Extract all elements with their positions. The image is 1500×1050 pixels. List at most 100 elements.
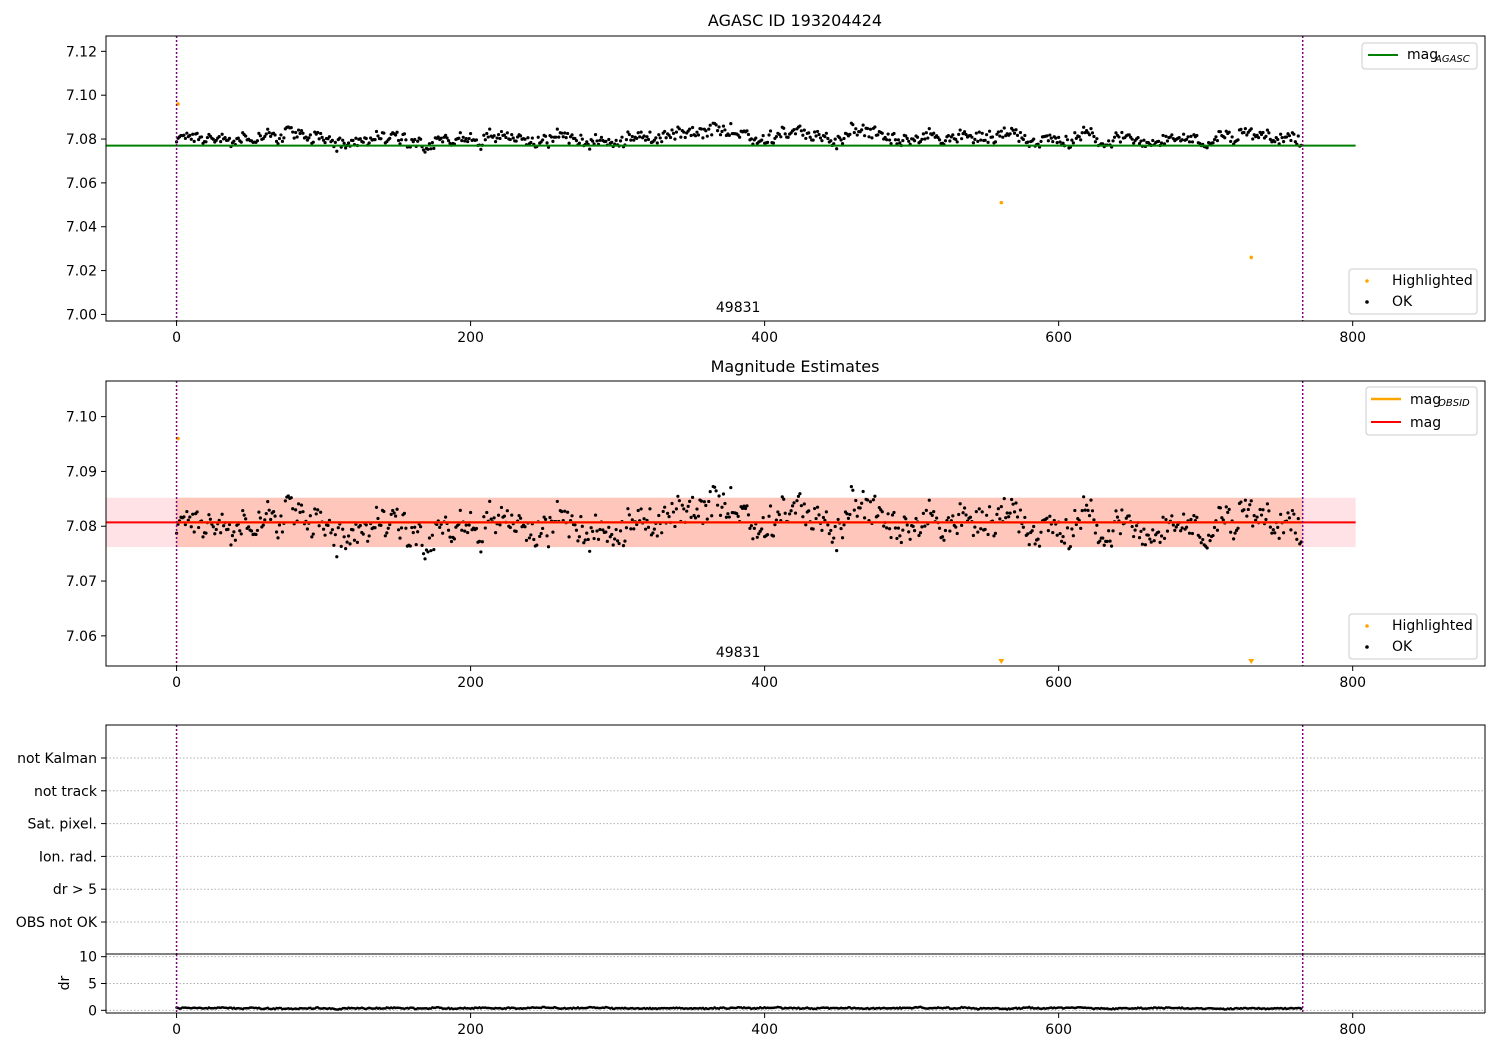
ok-point [663,505,667,509]
ok-point [466,530,470,535]
ok-point [788,512,792,516]
ok-point [1261,130,1265,135]
ok-point [868,500,873,504]
ok-point [307,136,311,140]
y-tick-label: 7.04 [66,220,97,236]
ok-point [673,524,677,529]
ok-point [1165,529,1170,533]
ok-point [876,514,880,518]
ok-point [342,535,346,539]
ok-point [1073,131,1077,135]
ok-point [921,132,926,136]
ok-point [564,136,568,140]
ok-point [1132,534,1136,539]
ok-point [723,501,727,506]
ok-point [986,140,990,144]
ok-point [855,133,859,137]
ok-point [263,134,267,139]
ok-point [351,138,355,143]
ok-point [1026,140,1030,144]
ok-point [1148,537,1152,541]
ok-point [1045,134,1049,138]
ok-point [541,138,545,142]
ok-point [1015,515,1020,519]
ok-point [326,523,330,527]
ok-point [946,134,950,138]
ok-point [780,495,784,499]
ok-point [392,511,396,515]
ok-point [313,507,317,511]
ok-point [233,538,237,542]
ok-point [426,550,430,554]
ok-point [416,139,420,143]
ok-point [304,135,308,139]
ok-point [735,511,739,516]
ok-point [880,510,884,514]
ok-point [182,515,186,519]
ok-point [932,510,936,514]
ok-point [689,515,693,520]
ok-point [467,136,471,141]
ok-point [383,534,387,538]
ok-point [1223,136,1227,140]
ok-point [1118,140,1123,144]
ok-point [689,133,693,138]
ok-point [457,136,461,140]
ok-point [1268,525,1272,529]
ok-point [679,135,683,139]
ok-point [830,540,834,544]
ok-point [923,137,927,141]
ok-point [1039,139,1043,144]
ok-point [1086,508,1090,512]
ok-point [833,137,837,141]
y-tick-label: 7.10 [66,88,97,104]
ok-point [829,139,833,143]
ok-point [867,135,871,139]
ok-point [815,129,820,134]
ok-point [408,544,412,548]
ok-point [626,130,630,134]
ok-point [1273,140,1277,144]
ok-point [761,133,765,138]
flag-label: not track [34,784,98,800]
highlighted-point [1249,255,1254,260]
ok-point [643,138,648,142]
ok-point [726,512,730,516]
ok-point [217,135,221,139]
ok-point [267,131,271,135]
ok-point [636,131,640,135]
ok-point [752,526,756,530]
ok-point [1161,133,1165,138]
ok-point [551,530,555,534]
ok-point [518,516,523,520]
ok-point [555,499,559,504]
legend-label-obsid-main: mag [1410,392,1441,408]
ok-point [376,516,380,521]
ok-point [917,533,921,538]
ok-point [1139,529,1143,533]
ok-point [724,515,729,519]
ok-point [783,132,787,136]
ok-point [189,525,193,529]
ok-point [1142,138,1146,142]
legend-label-agasc-sub: AGASC [1434,54,1470,65]
ok-point [604,530,608,534]
ok-point [604,139,608,143]
ok-point [824,131,828,135]
legend-label-obsid-sub: OBSID [1438,398,1470,409]
ok-point [292,136,296,140]
ok-point [1057,135,1061,139]
ok-point [185,131,189,135]
ok-point [308,133,312,137]
ok-point [449,539,454,544]
ok-point [267,508,271,512]
ok-point [241,508,245,513]
ok-point [468,131,473,136]
ok-point [826,523,830,527]
axis-ticks: 0 200 400 600 800 7.06 7.07 7.08 7.09 7.10 [66,410,1366,691]
ok-point [892,131,896,136]
ok-point [720,129,724,134]
ok-point [682,130,686,134]
axes-frame [105,724,1486,955]
ok-point [591,529,595,533]
